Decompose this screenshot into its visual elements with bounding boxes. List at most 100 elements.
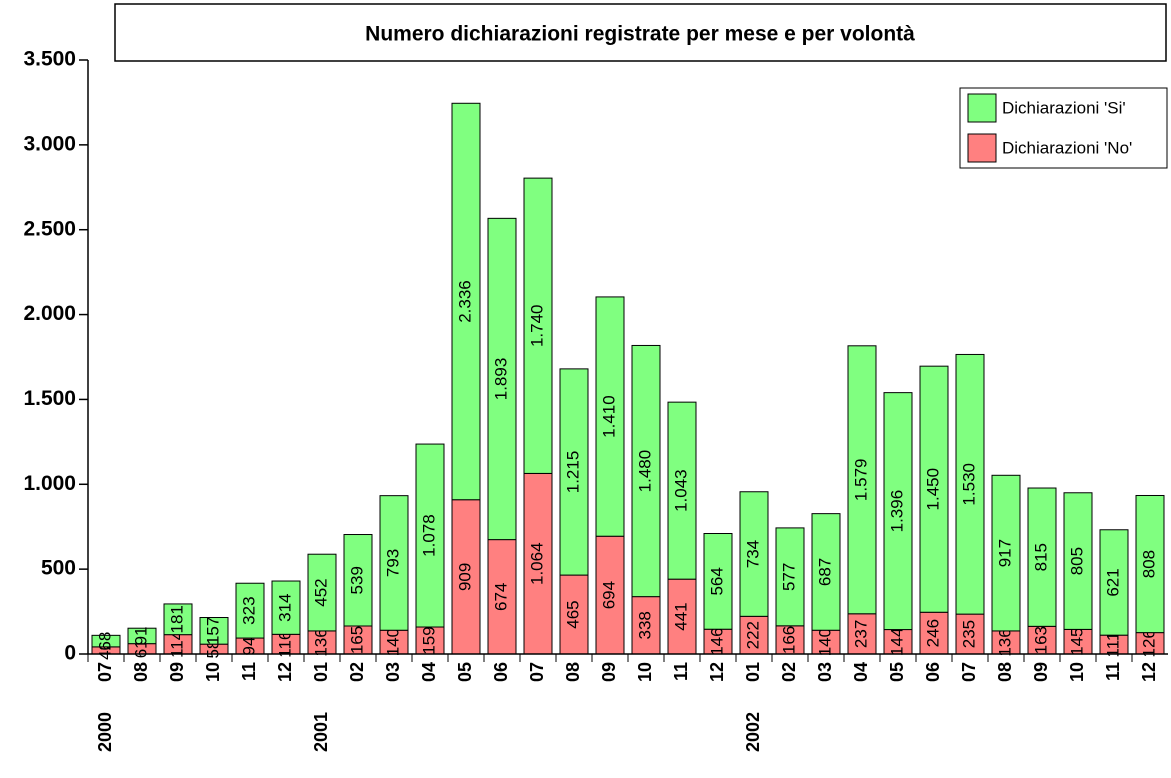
- bar-segment: [1099, 529, 1129, 636]
- y-tick-label: 1.000: [23, 472, 76, 495]
- data-label: 1.450: [923, 468, 942, 511]
- data-label: 1.064: [527, 542, 546, 585]
- bar-segment: [487, 217, 517, 541]
- data-label: 577: [779, 563, 798, 591]
- data-label: 815: [1031, 543, 1050, 571]
- data-label: 114: [167, 631, 186, 658]
- title-box: [114, 3, 1167, 62]
- data-label: 1.530: [959, 463, 978, 506]
- bar-segment: [163, 603, 193, 636]
- data-label: 136: [311, 628, 330, 656]
- data-label: 1.740: [527, 304, 546, 347]
- data-label: 441: [671, 602, 690, 630]
- data-label: 91: [131, 626, 150, 645]
- y-tick-label: 2.500: [23, 217, 76, 240]
- data-label: 465: [563, 600, 582, 628]
- y-tick-label: 3.500: [23, 48, 76, 71]
- x-tick-label: 02: [347, 662, 367, 682]
- x-tick-label: 11: [239, 662, 259, 681]
- chart-title: Numero dichiarazioni registrate per mese…: [365, 23, 915, 46]
- x-tick-label: 07: [95, 662, 115, 682]
- bar-segment: [415, 626, 445, 655]
- bar-segment: [199, 617, 229, 645]
- x-tick-label: 12: [275, 662, 295, 682]
- data-label: 237: [851, 620, 870, 648]
- data-label: 1.215: [563, 451, 582, 494]
- bar-segment: [235, 582, 265, 639]
- data-label: 808: [1139, 550, 1158, 578]
- bar-segment: [631, 596, 661, 655]
- bar-segment: [667, 401, 697, 580]
- x-tick-label: 06: [923, 662, 943, 682]
- data-label: 805: [1067, 547, 1086, 575]
- data-label: 539: [347, 566, 366, 594]
- data-label: 140: [815, 628, 834, 656]
- bar-segment: [595, 296, 625, 537]
- data-label: 1.893: [491, 358, 510, 401]
- bar-segment: [307, 553, 337, 632]
- bar-segment: [703, 533, 733, 630]
- data-label: 314: [275, 593, 294, 621]
- data-label: 165: [347, 626, 366, 654]
- bar-segment: [379, 495, 409, 631]
- bar-segment: [487, 539, 517, 655]
- year-label: 2002: [743, 712, 763, 752]
- data-label: 1.480: [635, 450, 654, 493]
- legend-swatch: [967, 93, 997, 123]
- x-tick-label: 10: [203, 662, 223, 682]
- bar-segment: [343, 534, 373, 627]
- bar-segment: [955, 613, 985, 655]
- bar-segment: [703, 628, 733, 655]
- data-label: 157: [203, 617, 222, 645]
- y-tick-label: 1.500: [23, 387, 76, 410]
- data-label: 674: [491, 583, 510, 611]
- bar-segment: [919, 365, 949, 613]
- x-tick-label: 10: [1067, 662, 1087, 682]
- data-label: 1.579: [851, 459, 870, 502]
- y-tick-label: 0: [64, 642, 76, 665]
- x-tick-label: 03: [383, 662, 403, 682]
- data-label: 734: [743, 540, 762, 568]
- x-tick-label: 02: [779, 662, 799, 682]
- bar-segment: [991, 474, 1021, 632]
- data-label: 126: [1139, 629, 1158, 657]
- bar-segment: [127, 627, 157, 645]
- x-tick-label: 08: [131, 662, 151, 682]
- bar-segment: [847, 345, 877, 615]
- bar-segment: [1063, 492, 1093, 630]
- x-tick-label: 03: [815, 662, 835, 682]
- x-tick-label: 09: [167, 662, 187, 682]
- x-tick-label: 07: [527, 662, 547, 682]
- data-label: 166: [779, 626, 798, 654]
- data-label: 621: [1103, 568, 1122, 596]
- x-tick-label: 12: [1139, 662, 1159, 682]
- bar-segment: [883, 392, 913, 631]
- data-label: 323: [239, 596, 258, 624]
- data-label: 145: [1067, 628, 1086, 656]
- bar-segment: [775, 527, 805, 627]
- bar-segment: [1027, 625, 1057, 655]
- bar-segment: [1135, 494, 1165, 634]
- data-label: 1.396: [887, 490, 906, 533]
- data-label: 1.078: [419, 514, 438, 557]
- data-label: 94: [239, 637, 258, 656]
- x-tick-label: 10: [635, 662, 655, 682]
- data-label: 111: [1103, 632, 1122, 658]
- legend-label: Dichiarazioni 'No': [1002, 138, 1132, 157]
- data-label: 68: [95, 632, 114, 651]
- y-tick-label: 500: [41, 557, 76, 580]
- bar-segment: [91, 634, 121, 648]
- data-label: 116: [275, 631, 294, 658]
- data-label: 2.336: [455, 280, 474, 323]
- x-tick-label: 05: [887, 662, 907, 682]
- data-label: 136: [995, 628, 1014, 656]
- data-label: 163: [1031, 626, 1050, 654]
- x-tick-label: 09: [1031, 662, 1051, 682]
- data-label: 246: [923, 619, 942, 647]
- data-label: 564: [707, 567, 726, 595]
- x-tick-label: 04: [851, 662, 871, 682]
- x-tick-label: 08: [563, 662, 583, 682]
- x-tick-label: 01: [743, 662, 763, 682]
- data-label: 1.043: [671, 469, 690, 512]
